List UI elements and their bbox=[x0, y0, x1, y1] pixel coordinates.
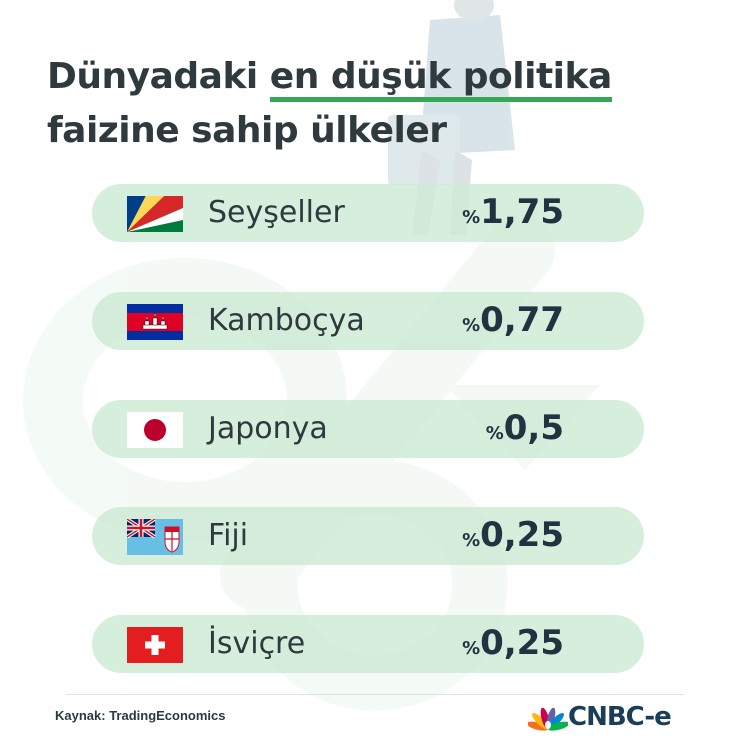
cambodia-flag-icon bbox=[127, 304, 183, 340]
country-name: İsviçre bbox=[208, 626, 306, 661]
country-name: Seyşeller bbox=[208, 195, 345, 230]
country-name: Kamboçya bbox=[208, 303, 365, 338]
japan-flag-icon bbox=[127, 412, 183, 448]
cnbc-e-logo: CNBC-e bbox=[528, 701, 708, 733]
country-name: Fiji bbox=[208, 518, 249, 553]
rate-value: %0,25 bbox=[462, 515, 564, 555]
rate-value: %0,77 bbox=[462, 300, 564, 340]
fiji-flag-icon bbox=[127, 519, 183, 555]
rate-value: %1,75 bbox=[462, 192, 564, 232]
switzerland-flag-icon bbox=[127, 627, 183, 663]
title-line2: faizine sahip ülkeler bbox=[47, 110, 447, 151]
peacock-icon bbox=[528, 707, 568, 731]
title-highlight: en düşük politika bbox=[269, 56, 612, 102]
rate-value: %0,5 bbox=[485, 408, 564, 448]
list-item-seychelles: Seyşeller %1,75 bbox=[92, 184, 644, 242]
list-item-cambodia: Kamboçya %0,77 bbox=[92, 292, 644, 350]
seychelles-flag-icon bbox=[127, 196, 183, 232]
footer-divider bbox=[66, 694, 684, 695]
title-part1: Dünyadaki bbox=[47, 56, 270, 97]
list-item-japan: Japonya %0,5 bbox=[92, 400, 644, 458]
list-item-switzerland: İsviçre %0,25 bbox=[92, 615, 644, 673]
logo-text: CNBC-e bbox=[568, 702, 672, 732]
page-title: Dünyadaki en düşük politika faizine sahi… bbox=[47, 50, 612, 158]
list-item-fiji: Fiji %0,25 bbox=[92, 507, 644, 565]
rate-value: %0,25 bbox=[462, 623, 564, 663]
source-text: Kaynak: TradingEconomics bbox=[55, 708, 226, 723]
country-name: Japonya bbox=[208, 411, 328, 446]
